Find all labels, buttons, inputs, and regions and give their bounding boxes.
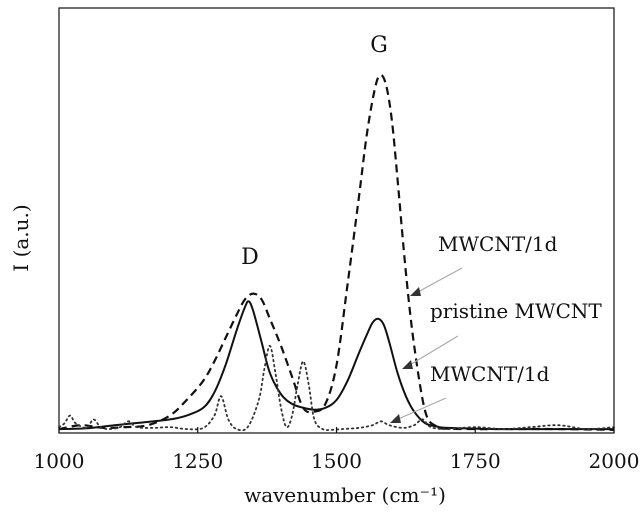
x-tick-label: 1000 xyxy=(34,449,85,473)
arrow-line-mid xyxy=(407,335,459,367)
x-tick-label: 1250 xyxy=(172,449,223,473)
arrow-head-bottom xyxy=(390,414,401,423)
series-line-dashed xyxy=(58,73,615,431)
annotation-mid-label: pristine MWCNT xyxy=(430,299,602,323)
x-tick-label: 1500 xyxy=(311,449,362,473)
arrow-head-top xyxy=(410,287,421,296)
annotation-arrows xyxy=(390,267,463,423)
x-tick-label: 2000 xyxy=(589,449,640,473)
arrow-line-bottom xyxy=(395,397,447,421)
arrow-head-mid xyxy=(402,360,413,369)
series-line-dotted xyxy=(58,344,615,432)
x-axis-title: wavenumber (cm⁻¹) xyxy=(244,483,446,507)
annotation-top-label: MWCNT/1d xyxy=(438,232,558,256)
peak-label-g: G xyxy=(370,33,388,58)
arrow-line-top xyxy=(415,267,463,294)
y-axis-title: I (a.u.) xyxy=(9,204,33,271)
peak-label-d: D xyxy=(241,245,259,270)
annotation-bottom-label: MWCNT/1d xyxy=(430,362,550,386)
tick-layer: 1000 1250 1500 1750 2000 xyxy=(34,427,640,473)
x-tick-label: 1750 xyxy=(450,449,501,473)
